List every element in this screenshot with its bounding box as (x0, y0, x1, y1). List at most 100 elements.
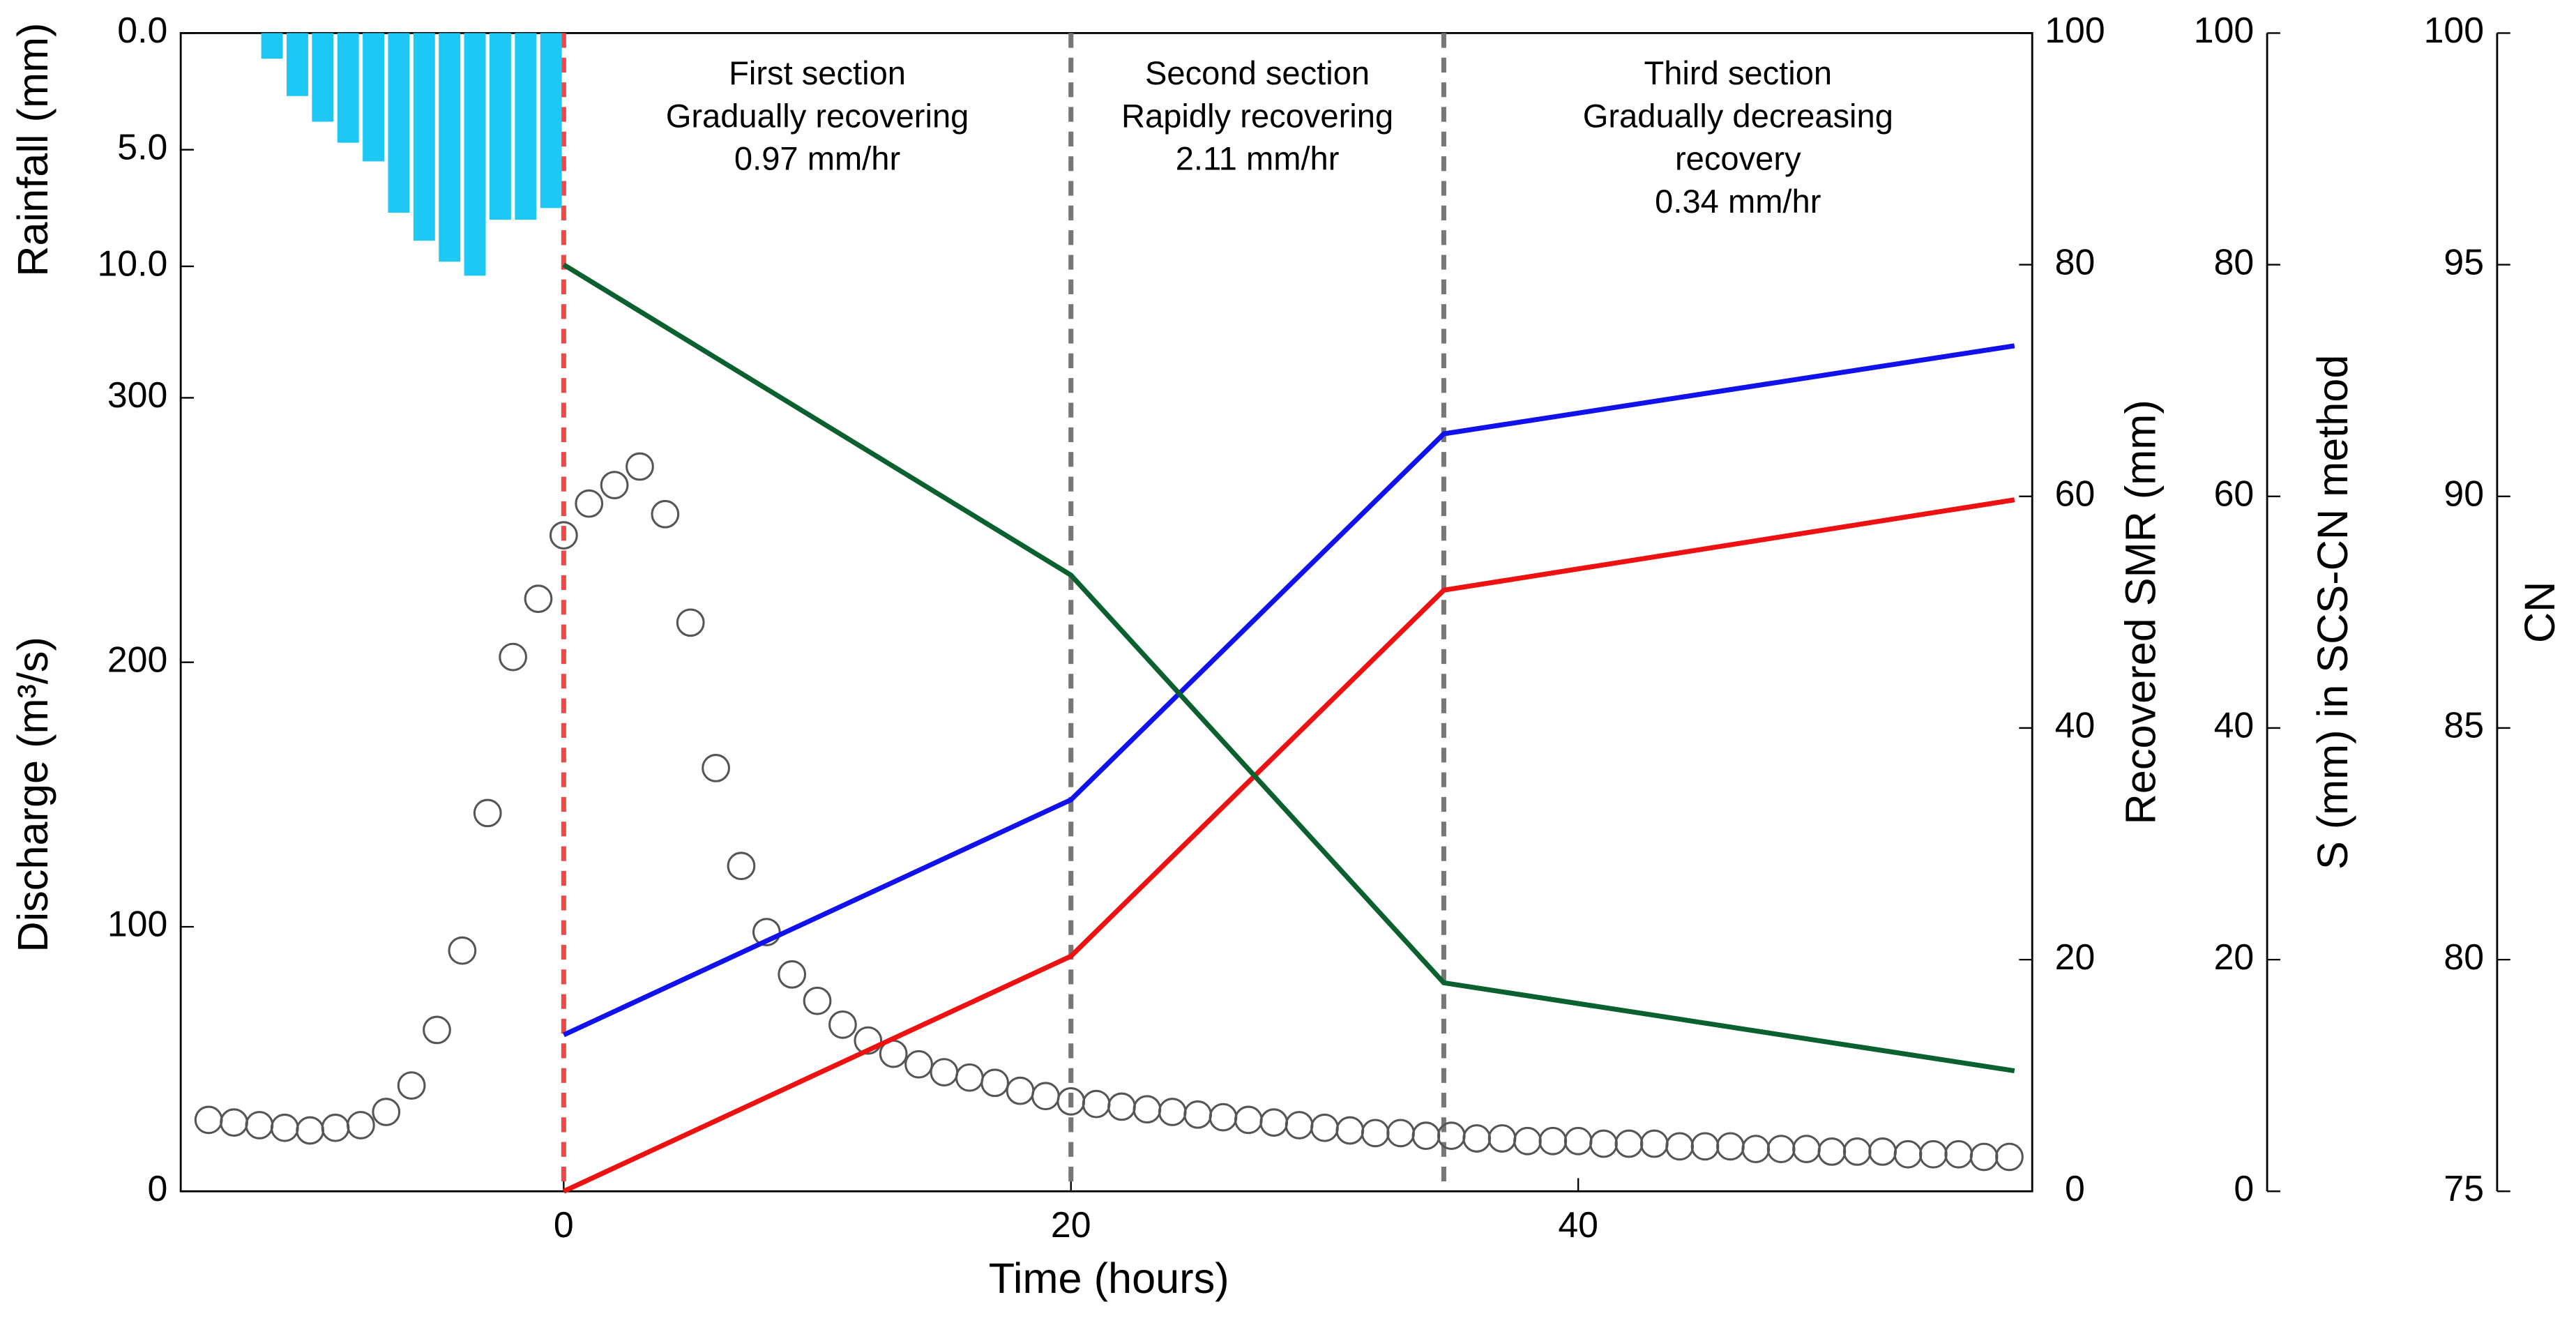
y-tick-label: 40 (2214, 705, 2255, 745)
y-axis-title: CN (2516, 582, 2563, 643)
rainfall-bar (540, 33, 562, 209)
discharge-point (1132, 1095, 1162, 1124)
annotation: 0.34 mm/hr (1655, 183, 1821, 220)
discharge-point (1538, 1126, 1568, 1156)
discharge-point (1868, 1137, 1897, 1166)
rainfall-bar (464, 33, 486, 276)
annotation: 0.97 mm/hr (734, 140, 900, 177)
y-tick-label: 0 (2234, 1168, 2254, 1209)
discharge-point (1437, 1121, 1466, 1151)
annotation: First section (729, 54, 906, 91)
discharge-point (626, 452, 654, 481)
discharge-point (1563, 1126, 1593, 1156)
discharge-point (1335, 1116, 1365, 1145)
discharge-point (1285, 1111, 1314, 1139)
discharge-point (1690, 1132, 1720, 1161)
rainfall-bar (261, 33, 283, 59)
y-tick-label: 80 (2214, 241, 2255, 282)
annotation: Rapidly recovering (1121, 97, 1393, 134)
discharge-point (955, 1063, 984, 1092)
annotation: Third section (1644, 54, 1832, 91)
discharge-point (1310, 1113, 1339, 1142)
y-tick-label: 95 (2444, 241, 2484, 282)
discharge-point (676, 608, 705, 637)
discharge-point (270, 1113, 299, 1142)
discharge-point (499, 642, 527, 672)
discharge-point (1234, 1105, 1263, 1135)
annotation: Gradually decreasing (1583, 97, 1893, 134)
discharge-point (1792, 1135, 1821, 1163)
annotation: recovery (1675, 140, 1801, 177)
discharge-point (1665, 1132, 1695, 1161)
rainfall-bar (439, 33, 461, 262)
y-tick-label: 100 (2194, 10, 2254, 50)
y-tick-label: 75 (2444, 1168, 2484, 1209)
series-line (562, 497, 2015, 1194)
annotation: Gradually recovering (666, 97, 969, 134)
discharge-point (828, 1010, 857, 1039)
discharge-point (1487, 1124, 1517, 1153)
y-tick-label: 80 (2444, 937, 2484, 977)
y-tick-label: 0 (147, 1168, 167, 1209)
y-axis-title: S (mm) in SCS-CN method (2309, 355, 2356, 870)
discharge-point (346, 1111, 375, 1139)
discharge-point (1716, 1132, 1745, 1161)
y-tick-label: 300 (107, 374, 167, 415)
series-line (562, 262, 2015, 1074)
rainfall-bar (413, 33, 435, 241)
discharge-point (1614, 1129, 1644, 1158)
discharge-point (1817, 1137, 1847, 1166)
discharge-point (1386, 1119, 1415, 1148)
x-axis-title: Time (hours) (989, 1255, 1229, 1302)
y-tick-label: 200 (107, 639, 167, 679)
discharge-point (1589, 1129, 1618, 1158)
discharge-point (1893, 1139, 1923, 1169)
y-tick-label: 100 (107, 904, 167, 944)
x-tick-label: 0 (554, 1204, 574, 1245)
discharge-point (803, 986, 832, 1015)
discharge-point (245, 1111, 274, 1139)
discharge-point (600, 471, 629, 499)
y-tick-label: 20 (2055, 937, 2096, 977)
y-axis-title: Discharge (m³/s) (9, 637, 56, 953)
discharge-point (702, 754, 730, 782)
discharge-point (1462, 1124, 1492, 1153)
discharge-point (1411, 1121, 1441, 1151)
discharge-point (194, 1105, 223, 1135)
discharge-point (1107, 1092, 1136, 1121)
discharge-point (1259, 1108, 1289, 1137)
rainfall-bar (337, 33, 359, 143)
discharge-point (651, 499, 680, 529)
discharge-point (1209, 1103, 1238, 1132)
discharge-point (1639, 1129, 1669, 1158)
discharge-point (397, 1071, 426, 1100)
y-tick-label: 100 (2045, 10, 2105, 50)
rainfall-bar (388, 33, 410, 213)
y-tick-label: 0 (2065, 1168, 2085, 1209)
y-tick-label: 80 (2055, 241, 2096, 282)
discharge-point (727, 851, 756, 881)
discharge-point (1969, 1142, 1999, 1172)
rainfall-bar (286, 33, 308, 96)
y-tick-label: 40 (2055, 705, 2096, 745)
x-tick-label: 40 (1558, 1204, 1598, 1245)
discharge-point (1842, 1137, 1872, 1166)
discharge-point (778, 960, 807, 989)
discharge-point (1995, 1142, 2024, 1172)
plot-frame (179, 32, 2033, 1192)
discharge-point (1082, 1089, 1111, 1119)
discharge-point (930, 1058, 959, 1086)
discharge-point (1944, 1139, 1973, 1169)
y-tick-label: 100 (2424, 10, 2484, 50)
discharge-point (980, 1068, 1010, 1098)
discharge-point (321, 1113, 350, 1142)
y-tick-label: 0.0 (117, 10, 167, 50)
annotation: 2.11 mm/hr (1176, 140, 1340, 177)
y-tick-label: 5.0 (117, 126, 167, 167)
y-tick-label: 20 (2214, 937, 2255, 977)
x-tick-label: 20 (1051, 1204, 1091, 1245)
discharge-point (524, 584, 553, 614)
discharge-point (1006, 1076, 1035, 1105)
discharge-point (423, 1015, 451, 1045)
